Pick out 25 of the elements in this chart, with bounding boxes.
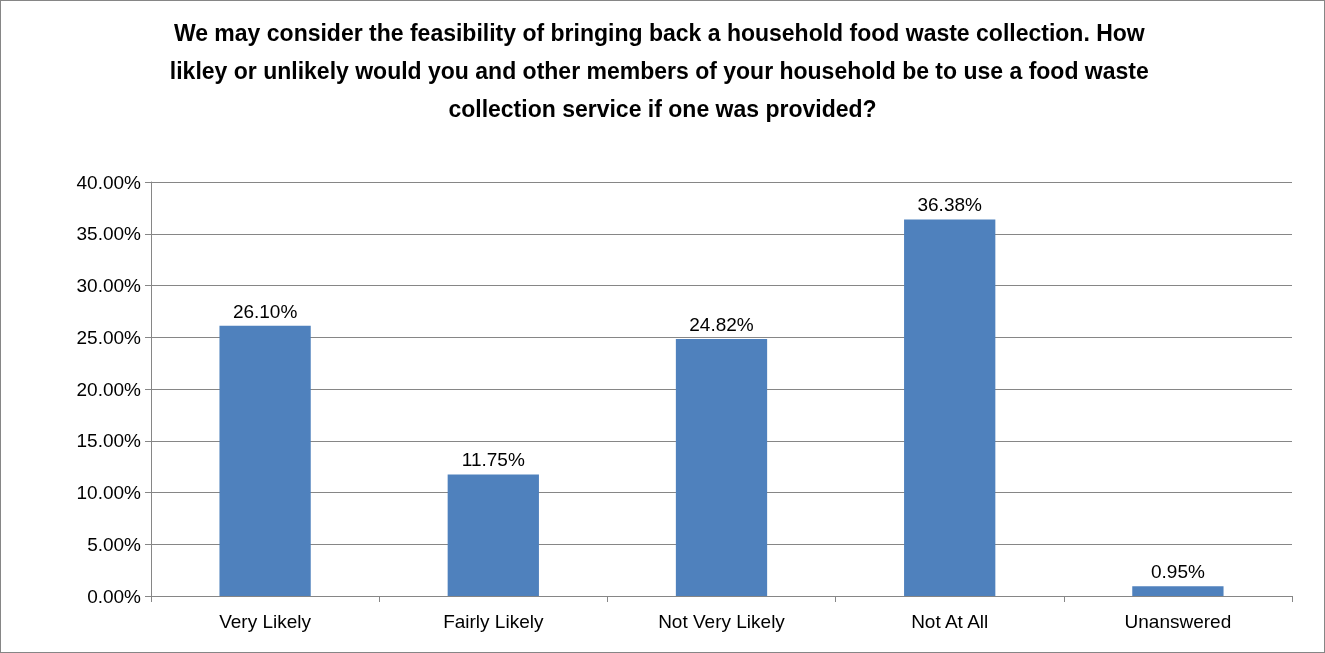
y-tick-label: 10.00% [76,482,142,503]
bar [219,325,311,596]
data-label: 0.95% [1150,561,1205,583]
data-label: 36.38% [917,194,983,216]
y-tick-label: 30.00% [76,275,142,296]
y-tick-label: 0.00% [87,585,142,607]
bar [1132,586,1224,596]
y-tick-label: 5.00% [87,533,142,555]
x-tick-label: Not At All [911,611,989,632]
x-tick-label: Not Very Likely [658,611,786,632]
data-label: 11.75% [461,449,525,471]
bar [447,474,539,596]
x-tick-label: Fairly Likely [443,611,544,632]
bar [675,339,768,596]
x-tick-label: Very Likely [219,611,312,632]
y-tick-label: 20.00% [76,378,142,400]
chart-title: We may consider the feasibility of bringing back a household food waste collection. How likley or unlikely would you and other members of your household be to use a food waste collection service if one was provided? [169,20,1156,122]
data-label: 26.10% [232,300,298,322]
y-tick-label: 15.00% [76,430,142,452]
y-tick-label: 40.00% [76,171,142,193]
y-tick-label: 35.00% [76,223,142,245]
y-tick-label: 25.00% [76,326,142,348]
x-tick-label: Unanswered [1124,611,1232,632]
bar [904,219,996,596]
data-label: 24.82% [689,314,754,336]
